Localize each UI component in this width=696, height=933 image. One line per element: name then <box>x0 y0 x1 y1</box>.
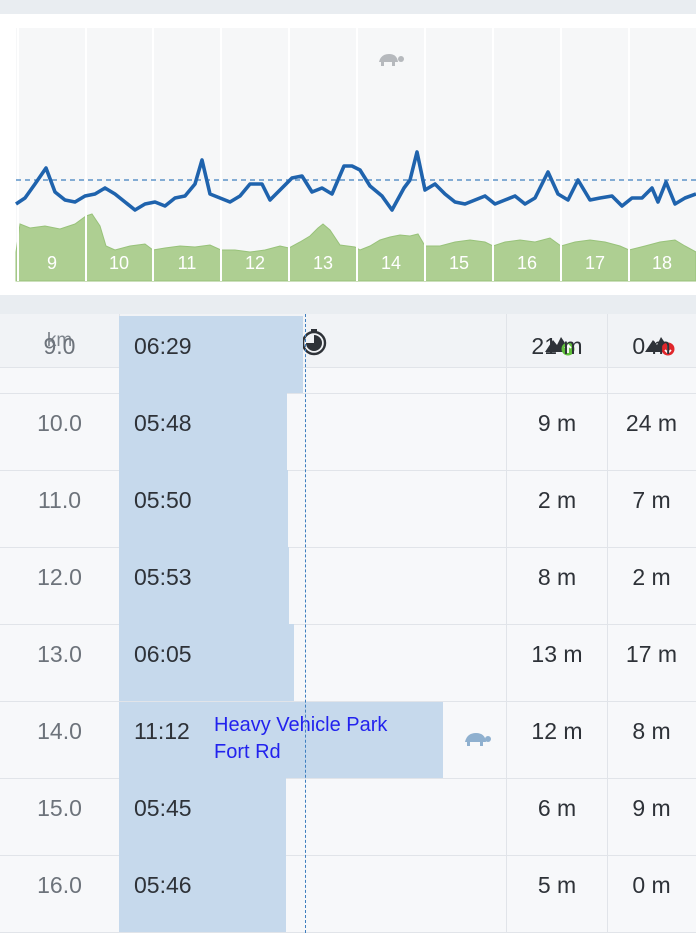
elevation-profile <box>15 213 696 282</box>
split-row[interactable]: 15.0 05:45 6 m 9 m <box>0 778 696 856</box>
split-km: 9.0 <box>43 333 76 359</box>
pace-bar <box>119 855 286 932</box>
split-descent: 0 m <box>632 333 671 359</box>
split-pace: 11:12 <box>134 718 190 744</box>
km-axis-label: 9 <box>47 253 57 273</box>
split-descent: 8 m <box>632 718 671 744</box>
split-row[interactable]: 11.0 05:50 2 m 7 m <box>0 470 696 548</box>
km-axis-label: 16 <box>517 253 537 273</box>
split-descent: 7 m <box>632 487 671 513</box>
pace-bar <box>119 316 303 393</box>
km-axis-label: 12 <box>245 253 265 273</box>
split-km: 12.0 <box>37 564 82 590</box>
split-pace: 06:29 <box>134 333 192 359</box>
pace-bar <box>119 702 443 778</box>
split-pace: 06:05 <box>134 641 192 667</box>
split-ascent: 13 m <box>531 641 583 667</box>
poi-name: Heavy Vehicle Park <box>214 714 388 736</box>
split-ascent: 2 m <box>537 487 577 513</box>
split-ascent: 8 m <box>537 564 577 590</box>
column-divider <box>506 314 507 933</box>
split-ascent: 6 m <box>537 795 577 821</box>
poi-street: Fort Rd <box>214 741 281 763</box>
turtle-icon <box>465 733 491 746</box>
pace-line <box>15 150 696 212</box>
pace-bar <box>119 470 288 547</box>
split-descent: 2 m <box>632 564 671 590</box>
km-axis-label: 18 <box>652 253 672 273</box>
split-pace: 05:48 <box>134 410 192 436</box>
split-ascent: 21 m <box>531 333 583 359</box>
split-km: 11.0 <box>37 487 82 513</box>
split-row[interactable]: 16.0 05:46 5 m 0 m <box>0 855 696 933</box>
km-axis-label: 10 <box>109 253 129 273</box>
split-km: 13.0 <box>37 641 82 667</box>
split-pace: 05:45 <box>134 795 192 821</box>
km-column-header: km <box>46 330 73 351</box>
stopwatch-icon <box>301 329 327 356</box>
split-row[interactable]: 12.0 05:53 8 m 2 m <box>0 547 696 625</box>
km-axis-label: 17 <box>585 253 605 273</box>
split-km: 10.0 <box>37 410 82 436</box>
split-row[interactable]: 13.0 06:05 13 m 17 m <box>0 624 696 702</box>
poi-label[interactable]: Heavy Vehicle Park Fort Rd <box>214 712 387 766</box>
split-km: 16.0 <box>37 872 82 898</box>
km-axis-label: 14 <box>381 253 401 273</box>
pace-bar <box>119 547 289 624</box>
split-ascent: 5 m <box>537 872 577 898</box>
split-descent: 24 m <box>625 410 678 436</box>
elevation-up-icon <box>545 337 575 356</box>
turtle-icon <box>379 54 404 66</box>
splits-table: km 9.0 06:29 21 m 0 m 10.0 05:48 9 m 24 m 11.0 05… <box>0 314 696 933</box>
split-row[interactable]: 10.0 05:48 9 m 24 m <box>0 393 696 471</box>
split-ascent: 12 m <box>531 718 583 744</box>
pace-bar <box>119 778 286 855</box>
average-pace-line <box>305 314 306 933</box>
split-descent: 0 m <box>632 872 671 898</box>
split-descent: 17 m <box>625 641 678 667</box>
splits-header: km <box>0 314 696 368</box>
split-km: 15.0 <box>37 795 82 821</box>
split-pace: 05:50 <box>134 487 192 513</box>
split-descent: 9 m <box>632 795 671 821</box>
column-divider <box>607 314 608 933</box>
split-km: 14.0 <box>37 718 82 744</box>
pace-bar <box>119 393 287 470</box>
km-axis-label: 11 <box>178 253 197 273</box>
pace-elevation-chart[interactable]: 9 10 11 12 13 14 15 16 17 18 <box>0 14 696 295</box>
km-axis-label: 13 <box>313 253 333 273</box>
split-pace: 05:53 <box>134 564 192 590</box>
split-ascent: 9 m <box>537 410 577 436</box>
km-axis-label: 15 <box>449 253 469 273</box>
split-row[interactable]: 9.0 06:29 21 m 0 m <box>0 316 696 394</box>
split-row[interactable]: 14.0 11:12 12 m 8 m Heavy Vehicle Park Fort R… <box>0 701 696 779</box>
split-pace: 05:46 <box>134 872 192 898</box>
chart-canvas: 9 10 11 12 13 14 15 16 17 18 <box>15 28 696 282</box>
elevation-down-icon <box>645 337 675 356</box>
pace-bar <box>119 624 294 701</box>
